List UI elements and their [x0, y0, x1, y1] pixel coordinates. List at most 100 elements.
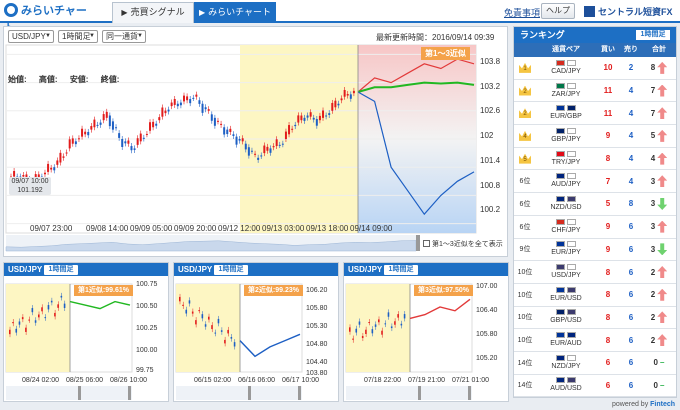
flag-icon — [567, 309, 576, 316]
ranking-title-text: ランキング — [520, 30, 565, 40]
sub-chart-2: USD/JPY 1時間足 第2近似:99.23% 106.20 105.80 10… — [173, 262, 339, 402]
forecast-line — [357, 81, 475, 93]
sub-chart-timeframe: 1時間足 — [44, 265, 78, 275]
overview-scrollbar[interactable] — [176, 386, 302, 400]
tab-mirai-chart[interactable]: ▶ みらいチャート — [194, 2, 276, 23]
sub-chart-svg[interactable] — [4, 276, 170, 403]
x-tick-label: 07/18 22:00 — [364, 377, 401, 384]
candle — [263, 145, 266, 154]
crown-icon: 2 — [519, 85, 531, 96]
candle — [18, 321, 21, 325]
flag-icon — [567, 82, 576, 89]
checkbox[interactable] — [423, 240, 430, 247]
scroll-handle[interactable] — [78, 386, 81, 400]
ranking-row[interactable]: 10位 GBP/USD 8 6 2 — [514, 307, 676, 330]
candle — [173, 98, 176, 105]
app-logo[interactable]: みらいチャート — [4, 3, 96, 34]
x-tick-label: 06/15 02:00 — [194, 377, 231, 384]
candle — [352, 338, 354, 340]
candle — [361, 335, 364, 339]
forecast-line — [239, 333, 301, 358]
candle — [315, 119, 318, 126]
ranking-row[interactable]: 10位 EUR/USD 8 6 2 — [514, 284, 676, 307]
pair-select[interactable]: USD/JPY ▼ — [8, 30, 54, 43]
candle — [384, 323, 387, 325]
main-chart-svg[interactable] — [4, 27, 509, 258]
timeframe-select[interactable]: 1時間足 ▼ — [58, 30, 98, 43]
show-all-toggle[interactable]: 第1～3近似を全て表示 — [423, 239, 503, 249]
ranking-row[interactable]: 10位 EUR/AUD 8 6 2 — [514, 329, 676, 352]
scroll-handle[interactable] — [418, 386, 421, 400]
candle — [272, 146, 275, 148]
candle — [266, 146, 269, 151]
ranking-row[interactable]: 14位 NZD/JPY 6 6 0– — [514, 352, 676, 375]
rank-cell: 14位 — [514, 380, 536, 390]
disclaimer-link[interactable]: 免責事項 — [504, 8, 541, 18]
ranking-row[interactable]: 1 CAD/JPY 10 2 8 — [514, 57, 676, 80]
total-cell: 2 — [642, 266, 676, 279]
scroll-handle[interactable] — [248, 386, 251, 400]
price-info-date: 09/07 10:00 — [11, 178, 49, 185]
tab-signals[interactable]: ▶ 売買シグナル — [112, 2, 194, 23]
candle — [397, 314, 399, 318]
ranking-row[interactable]: 6位 CHF/JPY 9 6 3 — [514, 216, 676, 239]
updated-time: 最新更新時間：2016/09/14 09:39 — [376, 32, 494, 43]
overview-scrollbar[interactable] — [346, 386, 472, 400]
low-label: 安値: — [69, 75, 89, 84]
total-cell: 7 — [642, 84, 676, 97]
candle — [41, 307, 43, 312]
scroll-handle[interactable] — [298, 386, 301, 400]
x-tick-label: 09/12 12:00 — [218, 224, 261, 233]
candle — [68, 139, 71, 149]
help-button[interactable]: ヘルプ — [541, 3, 575, 19]
candle — [288, 125, 291, 135]
period-select[interactable]: 同一通貨 ▼ — [102, 30, 146, 43]
ranking-row[interactable]: 10位 USD/JPY 8 6 2 — [514, 261, 676, 284]
total-col-header[interactable]: 合計 — [652, 46, 666, 53]
candle — [53, 167, 56, 171]
ranking-row[interactable]: 2 EUR/GBP 11 4 7 — [514, 102, 676, 126]
total-count: 3 — [650, 244, 656, 254]
candle — [9, 329, 11, 335]
sub-chart-svg[interactable] — [174, 276, 340, 403]
pair-name: ZAR/JPY — [551, 90, 581, 98]
candle — [294, 124, 297, 127]
sell-count: 6 — [628, 222, 634, 232]
timeframe-select-value: 1時間足 — [62, 32, 91, 41]
scroll-handle[interactable] — [468, 386, 471, 400]
sub-chart-svg[interactable] — [344, 276, 510, 403]
candle — [232, 134, 235, 136]
ranking-row[interactable]: 2 ZAR/JPY 11 4 7 — [514, 80, 676, 103]
rank-text: 10位 — [517, 337, 533, 345]
rank-cell: 10位 — [514, 312, 536, 322]
candle — [124, 141, 127, 144]
total-cell: 2 — [642, 288, 676, 301]
total-count: 2 — [650, 312, 656, 322]
scroll-handle[interactable] — [128, 386, 131, 400]
ranking-row[interactable]: 14位 AUD/USD 6 6 0– — [514, 375, 676, 398]
rank-text: 10位 — [517, 314, 533, 322]
ranking-row[interactable]: 5 TRY/JPY 8 4 4 — [514, 148, 676, 171]
candle — [208, 316, 210, 320]
pair-cell: EUR/JPY — [536, 241, 596, 257]
pair-name: GBP/USD — [550, 317, 582, 325]
candle — [358, 321, 361, 325]
candle — [149, 122, 152, 131]
candle — [201, 314, 204, 319]
candle — [337, 103, 340, 106]
similar-period-highlight — [346, 284, 410, 372]
ranking-row[interactable]: 4 GBP/JPY 9 4 5 — [514, 125, 676, 148]
candle — [198, 310, 200, 312]
candle — [195, 94, 198, 97]
candle — [170, 102, 173, 107]
ranking-row[interactable]: 9位 EUR/JPY 9 6 3 — [514, 239, 676, 262]
ranking-row[interactable]: 6位 AUD/JPY 7 4 3 — [514, 170, 676, 194]
overview-scrollbar[interactable] — [6, 386, 132, 400]
scroll-handle[interactable] — [416, 235, 420, 251]
buy-count: 8 — [605, 267, 611, 277]
total-count: 4 — [650, 154, 656, 164]
candle — [189, 99, 192, 104]
ranking-timeframe-button[interactable]: 1時間足 — [636, 30, 670, 40]
ranking-row[interactable]: 6位 NZD/USD 5 8 3 — [514, 193, 676, 216]
sell-count: 4 — [628, 86, 634, 96]
